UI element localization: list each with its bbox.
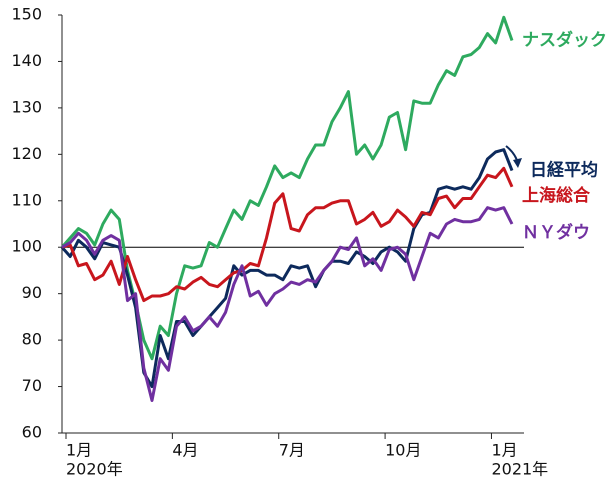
series-line	[60, 148, 514, 389]
series-line	[61, 166, 514, 303]
series-label: ナスダック	[522, 30, 607, 51]
x-tick-label: 1月	[66, 441, 92, 460]
y-tick-label: 110	[11, 190, 42, 209]
series-label: 上海総合	[522, 185, 591, 206]
y-tick-label: 120	[11, 144, 42, 163]
y-tick-label: 130	[11, 97, 42, 116]
x-tick-label: 7月	[279, 441, 305, 460]
x-tick-label: 4月	[172, 441, 198, 460]
y-tick-label: 80	[22, 330, 42, 349]
arrow-head	[513, 158, 522, 168]
y-tick-label: 60	[22, 423, 42, 442]
y-tick-label: 150	[11, 5, 42, 24]
x-sub-label: 2020年	[66, 460, 123, 479]
series-label: ＮＹダウ	[522, 222, 590, 243]
y-tick-label: 100	[11, 237, 42, 256]
series-line	[61, 206, 514, 402]
series-label: 日経平均	[530, 160, 598, 181]
y-tick-label: 90	[22, 283, 42, 302]
x-sub-label: 2021年	[491, 460, 548, 479]
x-tick-label: 1月	[491, 441, 517, 460]
x-tick-label: 10月	[385, 441, 421, 460]
y-tick-label: 70	[22, 376, 42, 395]
y-tick-label: 140	[11, 51, 42, 70]
